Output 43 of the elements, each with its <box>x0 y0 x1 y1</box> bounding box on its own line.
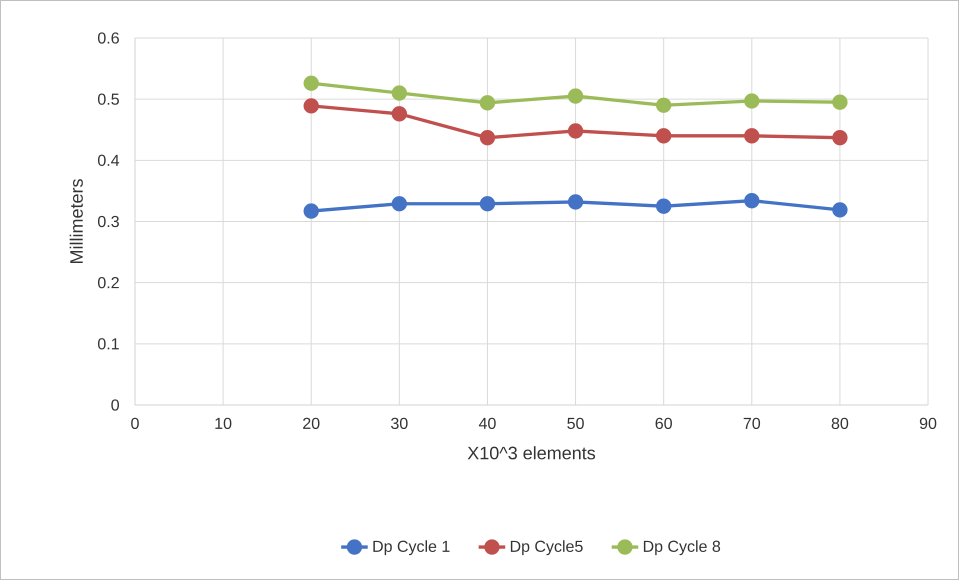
y-tick-label: 0.2 <box>98 277 119 288</box>
x-tick-label: 40 <box>478 418 496 430</box>
point <box>304 203 319 219</box>
y-axis-title: Millimeters <box>70 179 83 264</box>
point <box>744 193 760 208</box>
y-tick-label: 0 <box>111 399 119 411</box>
x-tick-label: 0 <box>131 418 139 430</box>
x-tick-label: 50 <box>567 418 584 430</box>
point <box>480 196 496 212</box>
point <box>568 194 584 210</box>
x-tick-label: 90 <box>920 418 936 430</box>
legend-label: Dp Cycle5 <box>510 540 583 556</box>
legend-label: Dp Cycle 1 <box>373 540 450 556</box>
y-tick-label: 0.4 <box>98 154 120 166</box>
x-tick-label: 10 <box>215 418 232 430</box>
point <box>744 128 760 144</box>
legend-label: Dp Cycle 8 <box>644 540 720 556</box>
point <box>304 98 319 114</box>
point <box>832 202 848 218</box>
point <box>656 98 672 113</box>
point <box>392 106 407 122</box>
point <box>392 196 407 212</box>
y-tick-label: 0.3 <box>98 216 119 228</box>
point <box>656 128 672 144</box>
x-tick-label: 70 <box>744 418 760 430</box>
x-tick-label: 30 <box>391 418 408 430</box>
point <box>744 93 760 109</box>
point <box>832 94 848 110</box>
y-tick-label: 0.5 <box>98 94 119 105</box>
point <box>304 76 319 91</box>
point <box>568 123 584 139</box>
x-tick-label: 20 <box>303 418 320 430</box>
point <box>480 130 496 146</box>
x-tick-label: 60 <box>656 418 672 430</box>
point <box>568 88 584 104</box>
x-axis-title: X10^3 elements <box>468 446 596 460</box>
x-tick-label: 80 <box>832 418 848 430</box>
y-tick-label: 0.6 <box>98 32 119 44</box>
point <box>832 130 848 146</box>
point <box>480 95 496 111</box>
point <box>392 85 407 101</box>
y-tick-label: 0.1 <box>98 338 119 350</box>
point <box>656 198 672 214</box>
